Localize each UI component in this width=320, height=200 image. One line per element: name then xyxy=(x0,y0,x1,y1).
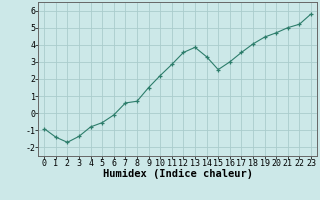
X-axis label: Humidex (Indice chaleur): Humidex (Indice chaleur) xyxy=(103,169,252,179)
